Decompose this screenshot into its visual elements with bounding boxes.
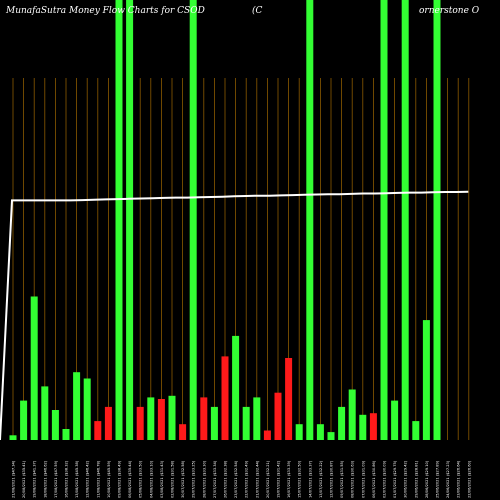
x-tick-label: 21/07/2021 ($32.44) xyxy=(255,460,259,498)
bar xyxy=(369,413,377,440)
x-tick-label: 28/06/2021 ($29.10) xyxy=(425,460,429,498)
x-tick-label: 04/08/2021 ($33.10) xyxy=(149,460,153,498)
bar xyxy=(295,424,303,440)
x-tick-label: 28/07/2021 ($33.30) xyxy=(202,460,206,498)
x-tick-label: 24/06/2021 ($27.23) xyxy=(446,460,450,498)
x-tick-label: 08/07/2021 ($30.63) xyxy=(351,460,355,498)
bar xyxy=(94,421,102,440)
bar xyxy=(391,400,399,440)
x-tick-label: 11/08/2021 ($46.78) xyxy=(96,460,100,498)
bar xyxy=(221,356,229,440)
chart-title-company-start: (C xyxy=(252,5,263,16)
bar xyxy=(83,378,91,440)
x-tick-label: 13/07/2021 ($32.22) xyxy=(319,460,323,498)
bar xyxy=(210,406,218,440)
x-tick-label: 14/07/2021 ($33.37) xyxy=(308,460,312,498)
bar xyxy=(9,435,17,440)
x-tick-label: 20/08/2021 ($35.41) xyxy=(22,460,26,498)
x-tick-label: 06/08/2021 ($35.44) xyxy=(128,460,132,498)
bar xyxy=(62,429,70,440)
x-tick-label: 16/08/2021 ($38.32) xyxy=(65,460,69,498)
x-tick-label: 26/07/2021 ($32.38) xyxy=(224,460,228,498)
bar xyxy=(253,397,261,440)
x-tick-label: 03/08/2021 ($31.43) xyxy=(160,460,164,498)
bar xyxy=(179,424,187,440)
bar xyxy=(316,424,324,440)
bar xyxy=(401,0,409,440)
x-tick-label: 02/07/2021 ($30.09) xyxy=(383,460,387,498)
bar xyxy=(168,395,176,440)
bar xyxy=(20,400,28,440)
x-tick-label: 10/08/2021 ($45.59) xyxy=(107,460,111,498)
x-tick-label: 12/08/2021 ($46.42) xyxy=(86,460,90,498)
x-tick-label: 20/07/2021 ($32.21) xyxy=(266,460,270,498)
bar xyxy=(338,406,346,440)
x-tick-label: 13/08/2021 ($45.38) xyxy=(75,460,79,498)
x-tick-label: 16/07/2021 ($33.39) xyxy=(287,460,291,498)
bar xyxy=(200,397,208,440)
x-tick-label: 19/07/2021 ($31.42) xyxy=(277,460,281,498)
x-tick-label: 21/08/2021 ($47.34) xyxy=(12,460,16,498)
bar xyxy=(147,397,155,440)
chart-title-company-rest: ornerstone O xyxy=(419,6,480,16)
bar xyxy=(73,372,81,440)
x-tick-labels: 21/08/2021 ($47.34) 20/08/2021 ($35.41) 19… xyxy=(12,460,472,498)
bar xyxy=(412,421,420,440)
x-tick-label: 29/07/2021 ($33.25) xyxy=(192,460,196,498)
bar xyxy=(306,0,314,440)
x-tick-label: 15/07/2021 ($32.50) xyxy=(298,460,302,498)
bar xyxy=(242,406,250,440)
bar xyxy=(157,399,165,440)
bar xyxy=(348,389,356,440)
bar xyxy=(327,432,335,440)
x-tick-label: 30/07/2021 ($32.58) xyxy=(181,460,185,498)
x-tick-label: 07/07/2021 ($31.09) xyxy=(361,460,365,498)
bar xyxy=(274,392,282,440)
bar xyxy=(51,410,59,440)
bar xyxy=(359,414,367,440)
x-tick-label: 23/07/2021 ($32.54) xyxy=(234,460,238,498)
x-tick-label: 06/07/2021 ($30.86) xyxy=(372,460,376,498)
x-tick-label: 29/06/2021 ($28.81) xyxy=(414,460,418,498)
bar xyxy=(126,0,134,440)
bars xyxy=(9,0,441,440)
x-tick-label: 12/07/2021 ($30.87) xyxy=(330,460,334,498)
x-tick-label: 18/08/2021 ($46.62) xyxy=(43,460,47,498)
x-tick-label: 05/08/2021 ($33.50) xyxy=(139,460,143,498)
x-tick-label: 17/08/2021 ($47.59) xyxy=(54,460,58,498)
bar xyxy=(285,358,293,440)
bar xyxy=(380,0,388,440)
bar xyxy=(30,296,38,440)
x-tick-label: 22/06/2021 ($26.60) xyxy=(467,460,471,498)
x-tick-label: 22/07/2021 ($32.49) xyxy=(245,460,249,498)
bar xyxy=(263,430,271,440)
bar xyxy=(104,406,112,440)
bar xyxy=(41,386,49,440)
bar xyxy=(232,335,240,440)
bar xyxy=(189,0,197,440)
x-tick-label: 27/07/2021 ($33.34) xyxy=(213,460,217,498)
x-tick-label: 09/07/2021 ($31.55) xyxy=(340,460,344,498)
bar xyxy=(136,406,144,440)
x-tick-label: 19/08/2021 ($41.37) xyxy=(33,460,37,498)
x-tick-label: 01/07/2021 ($29.75) xyxy=(393,460,397,498)
bar xyxy=(422,320,430,440)
price-line xyxy=(0,190,469,441)
x-tick-label: 23/06/2021 ($26.64) xyxy=(457,460,461,498)
x-tick-label: 02/08/2021 ($31.58) xyxy=(171,460,175,498)
x-tick-label: 25/06/2021 ($27.89) xyxy=(436,460,440,498)
chart-title: MunafaSutra Money Flow Charts for CSOD xyxy=(5,6,205,16)
x-tick-label: 09/08/2021 ($38.49) xyxy=(118,460,122,498)
bar xyxy=(433,0,441,440)
x-tick-label: 30/06/2021 ($29.42) xyxy=(404,460,408,498)
bar xyxy=(115,0,123,440)
